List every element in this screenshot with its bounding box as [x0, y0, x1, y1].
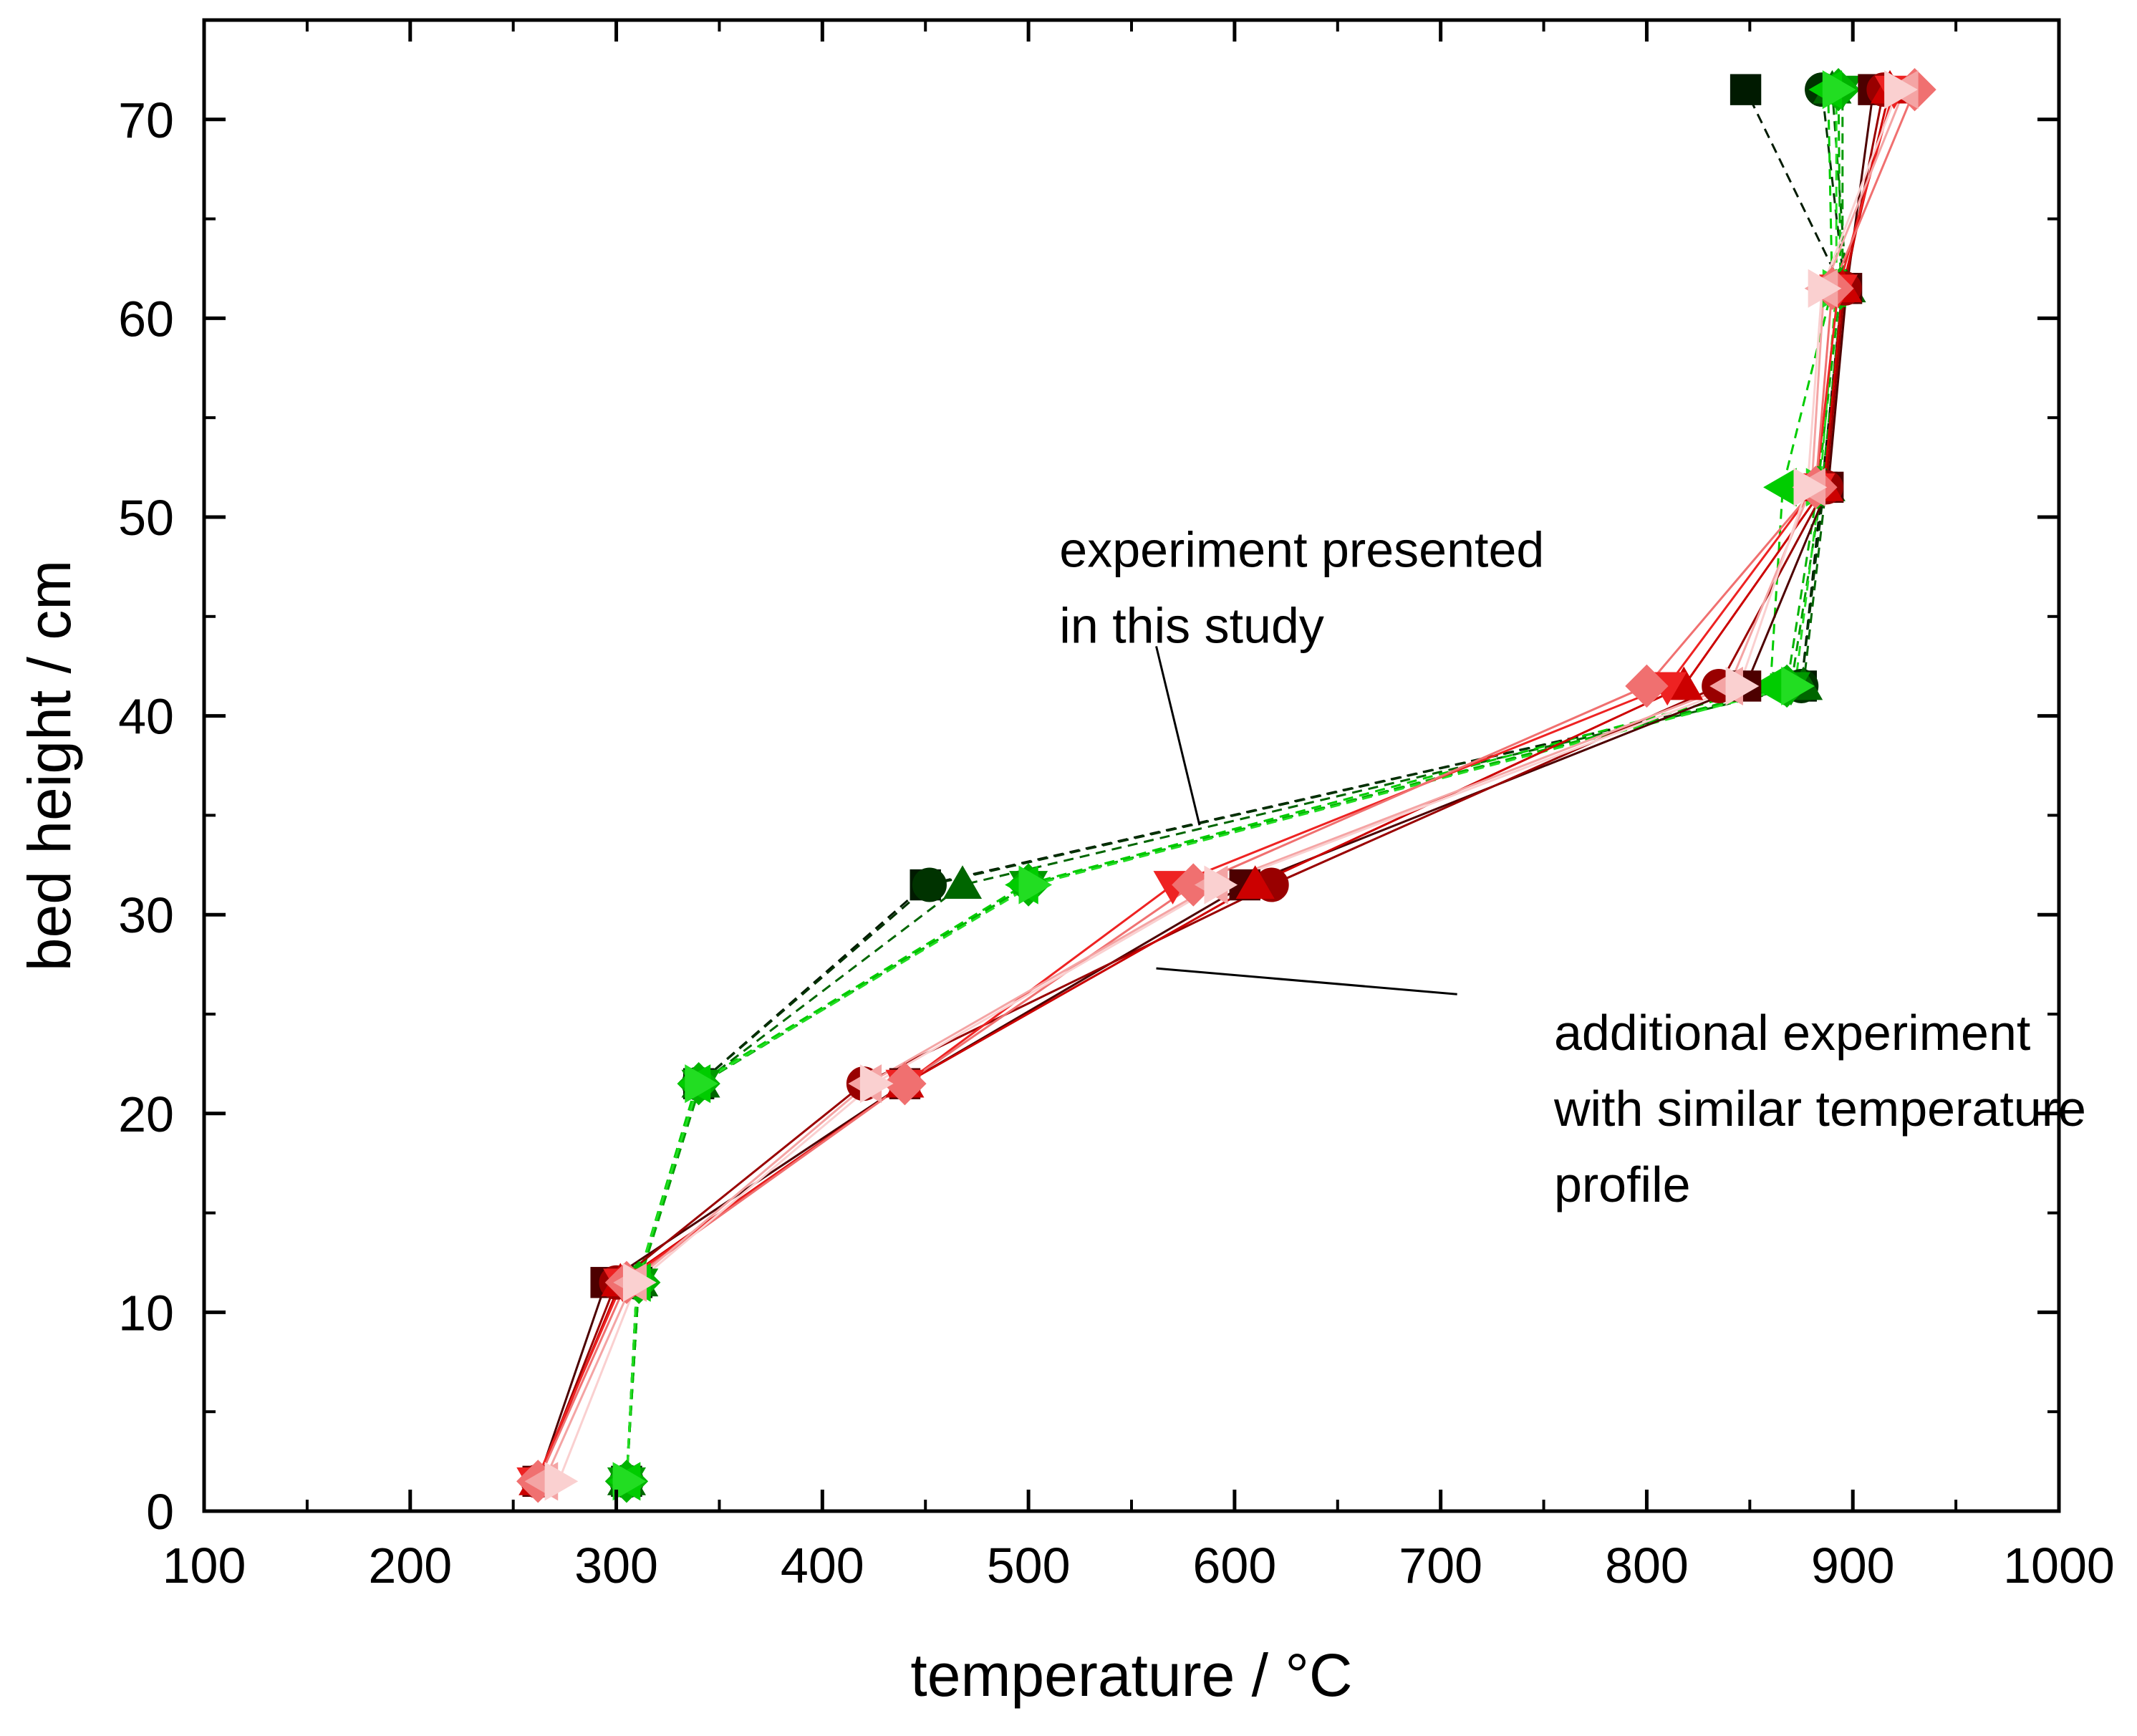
data-point-triangle-right: [859, 1064, 894, 1104]
plot-marks: [516, 67, 1936, 1503]
data-point-triangle-left: [1763, 468, 1797, 507]
series-line-A2: [625, 90, 1846, 1482]
data-point-triangle-right: [1822, 70, 1856, 110]
x-tick-label: 1000: [2003, 1538, 2115, 1593]
annotations: experiment presented in this study additio…: [1059, 521, 2086, 1212]
y-tick-label: 10: [118, 1285, 174, 1341]
data-point-triangle-right: [1725, 666, 1760, 705]
series-line-B3: [536, 89, 1891, 1482]
data-point-triangle-right: [1018, 865, 1053, 905]
x-axis-title: temperature / °C: [910, 1641, 1352, 1709]
data-point-triangle-right: [1793, 468, 1828, 507]
series-line-A7: [625, 90, 1838, 1482]
series-line-B2: [536, 89, 1885, 1482]
y-tick-label: 0: [146, 1484, 174, 1540]
y-tick-label: 40: [118, 689, 174, 745]
series-line-B5: [536, 89, 1916, 1482]
data-point-triangle-right: [1884, 70, 1918, 110]
series-line-B7: [557, 89, 1899, 1482]
data-point-triangle-right: [685, 1064, 718, 1104]
series-line-A3: [625, 90, 1848, 1482]
y-tick-label: 30: [118, 887, 174, 943]
annotation-text: additional experiment with similar temper…: [1553, 1005, 2086, 1212]
annotation-line: experiment presented: [1059, 521, 1544, 577]
annotation-pointer: [1155, 646, 1201, 826]
annotation-pointer: [1156, 967, 1457, 995]
series-line-A6: [625, 90, 1833, 1482]
series-line-B4: [534, 89, 1896, 1482]
data-point-triangle-right: [1781, 666, 1815, 705]
data-point-triangle-up: [1235, 865, 1275, 899]
y-tick-label: 60: [118, 291, 174, 347]
x-tick-label: 600: [1192, 1538, 1276, 1593]
data-point-triangle-up: [942, 865, 983, 899]
annotation-line: additional experiment: [1554, 1005, 2030, 1061]
x-tick-label: 500: [987, 1538, 1071, 1593]
annotation-line: with similar temperature: [1553, 1081, 2086, 1137]
x-tick-label: 900: [1811, 1538, 1895, 1593]
data-point-triangle-right: [1204, 865, 1238, 905]
y-tick-label: 50: [118, 490, 174, 546]
axes: 100 200 300 400 500 600 700 800 900 1000 0 10 20 30 40…: [118, 19, 2115, 1593]
x-tick-label: 200: [368, 1538, 452, 1593]
data-point-triangle-right: [622, 1263, 657, 1302]
annotation-line: in this study: [1059, 597, 1324, 653]
data-point-diamond: [883, 1061, 927, 1106]
series-line-A5: [625, 90, 1842, 1482]
x-tick-label: 800: [1605, 1538, 1689, 1593]
y-axis-title: bed height / cm: [16, 560, 83, 971]
data-point-square: [1730, 74, 1762, 105]
series-line-A4: [625, 90, 1844, 1482]
x-tick-label: 400: [781, 1538, 864, 1593]
series-line-A1: [625, 89, 1844, 1482]
y-tick-label: 20: [118, 1086, 174, 1142]
data-point-triangle-right: [1808, 269, 1842, 308]
data-point-triangle-right: [544, 1462, 579, 1501]
plot-frame: [202, 18, 2061, 1513]
annotation-line: profile: [1554, 1157, 1691, 1212]
series-line-B6: [543, 89, 1906, 1482]
x-tick-label: 700: [1399, 1538, 1482, 1593]
y-tick-label: 70: [118, 92, 174, 148]
annotation-text: experiment presented in this study: [1059, 521, 1544, 653]
data-point-triangle-right: [612, 1462, 647, 1501]
x-tick-label: 100: [163, 1538, 246, 1593]
data-point-diamond: [1625, 664, 1669, 708]
data-point-circle: [912, 867, 947, 902]
x-tick-label: 300: [574, 1538, 658, 1593]
series-line-B1: [536, 89, 1875, 1482]
